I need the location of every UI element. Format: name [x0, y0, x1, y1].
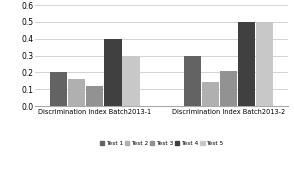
Legend: Test 1, Test 2, Test 3, Test 4, Test 5: Test 1, Test 2, Test 3, Test 4, Test 5	[100, 141, 223, 146]
Bar	[202, 82, 219, 106]
Bar	[184, 56, 201, 106]
Bar	[68, 79, 85, 106]
Bar	[86, 86, 103, 106]
Bar	[238, 22, 255, 106]
Bar	[122, 56, 140, 106]
Bar	[104, 39, 121, 106]
Bar	[50, 72, 67, 106]
Bar	[256, 22, 273, 106]
Bar	[220, 71, 237, 106]
